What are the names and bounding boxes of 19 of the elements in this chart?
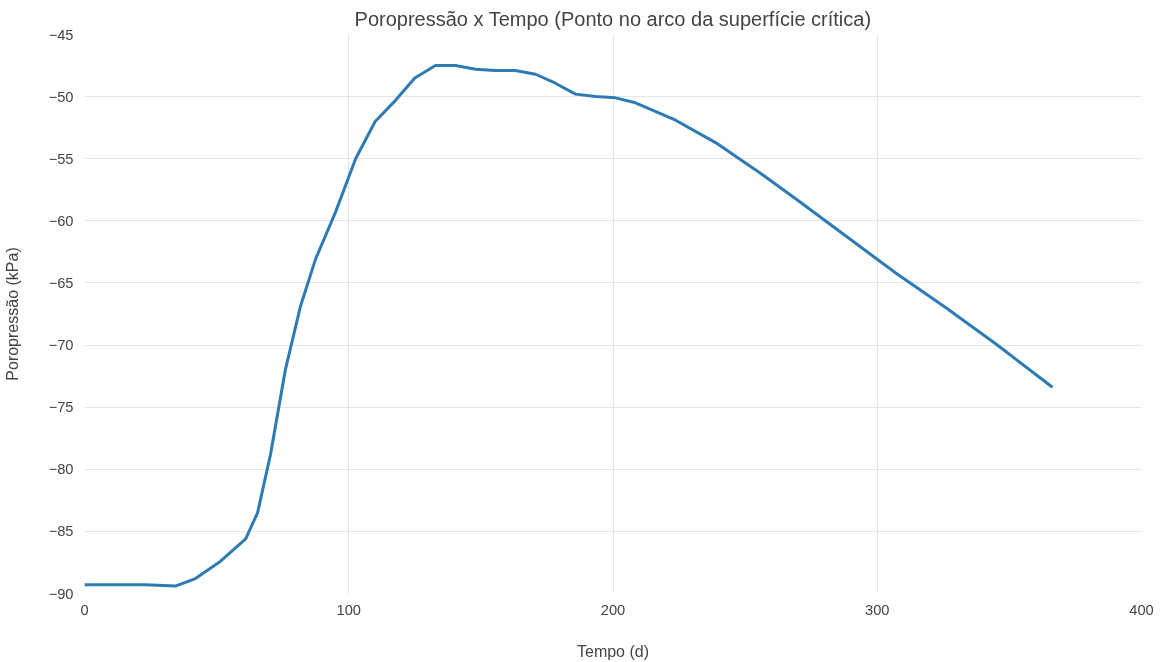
line-series [84,64,1054,588]
y-tick-label: −45 [48,26,74,43]
y-tick-label: −55 [48,150,74,167]
y-tick-label: −50 [48,88,74,105]
y-tick-label: −75 [48,399,74,416]
x-tick-label: 100 [336,601,361,618]
y-tick-label: −80 [48,461,74,478]
x-axis-title: Tempo (d) [576,642,650,660]
y-tick-label: −60 [48,212,74,229]
x-tick-label: 200 [600,601,626,618]
y-axis-title: Poropressão (kPa) [3,247,21,381]
x-tick-label: 400 [1129,601,1154,618]
x-tick-label: 300 [865,601,890,618]
chart-title: Poropressão x Tempo (Ponto no arco da superfície crítica) [354,7,872,30]
x-tick-label: 0 [80,601,89,618]
y-tick-label: −85 [48,523,74,540]
y-tick-label: −70 [48,337,74,354]
y-tick-label: −90 [48,585,74,602]
y-tick-label: −65 [48,274,74,291]
